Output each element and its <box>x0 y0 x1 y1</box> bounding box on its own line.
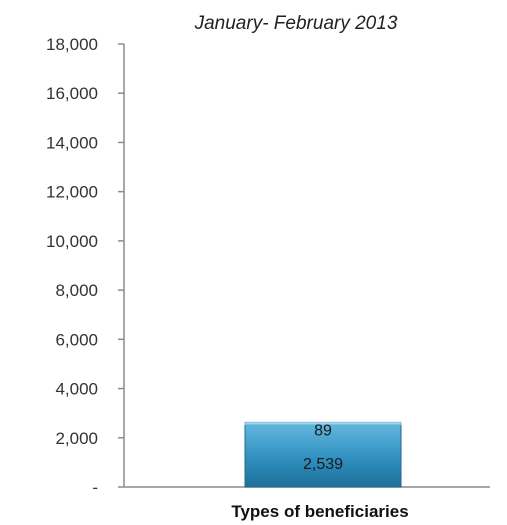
y-tick-label: - <box>92 478 98 497</box>
bar-data-label: 2,539 <box>303 456 343 473</box>
y-axis-ticks: - 2,000 4,000 6,000 8,000 10,000 12,000 14,000 1… <box>46 35 124 497</box>
y-tick-label: 2,000 <box>55 429 98 448</box>
y-tick-label: 18,000 <box>46 35 98 54</box>
y-tick-label: 14,000 <box>46 133 98 152</box>
y-tick-label: 16,000 <box>46 84 98 103</box>
bar-data-label: 89 <box>314 422 332 439</box>
y-tick-label: 12,000 <box>46 183 98 202</box>
bars <box>244 421 402 488</box>
chart-title: January- February 2013 <box>194 13 398 34</box>
y-tick-label: 8,000 <box>55 281 98 300</box>
bar-segment <box>244 421 402 426</box>
y-tick-label: 6,000 <box>55 330 98 349</box>
x-axis-label: Types of beneficiaries <box>231 502 408 521</box>
y-tick-label: 10,000 <box>46 232 98 251</box>
bar-segment <box>244 424 402 488</box>
data-labels: 2,539 89 <box>303 422 343 473</box>
y-tick-label: 4,000 <box>55 380 98 399</box>
